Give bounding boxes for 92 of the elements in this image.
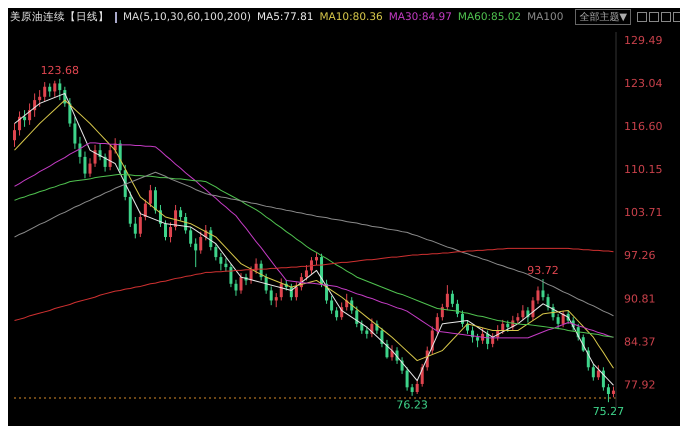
candlestick [501,319,504,334]
text: MA100 [527,11,564,23]
candlestick [546,293,550,311]
candlestick [154,186,157,214]
annotation: 76.23 [396,398,428,412]
candlestick [224,258,228,272]
candlestick [134,216,137,239]
candlestick [596,364,600,380]
y-tick-label: 97.26 [624,249,656,262]
candlestick [380,327,384,348]
chart-title: 美原油连续【日线】 [10,10,109,24]
candlestick [446,284,449,311]
candlestick [53,80,56,98]
candlestick [304,264,308,281]
candlestick [254,258,258,274]
candlestick [450,290,454,308]
y-tick-label: 84.37 [624,335,656,348]
candlestick [335,306,338,322]
text: MA10:80.36 [320,11,383,23]
candlestick [88,158,92,178]
candlestick [531,296,534,322]
candlestick [234,279,238,296]
candlestick [98,143,102,161]
candlestick [410,383,414,396]
candlestick [23,110,26,128]
candlestick [219,252,222,271]
candlestick [229,263,232,288]
candlestick [94,144,97,168]
candlestick [365,326,368,340]
candlestick [270,286,273,306]
candlestick [43,82,46,102]
candlestick [355,306,358,328]
candlestick [521,304,524,322]
candlestick [602,366,605,392]
candlestick [73,116,76,150]
candlestick [83,151,86,179]
candlestick [406,366,409,392]
candlestick [38,90,42,108]
candlestick [240,272,242,294]
candlestick [280,278,283,301]
candlestick [416,379,419,394]
candlestick [542,278,544,301]
candlestick [189,226,192,248]
y-tick-label: 123.04 [624,77,662,90]
candlestick [294,282,298,301]
candlestick [476,333,480,348]
candlestick [460,310,464,328]
candlestick [330,295,334,314]
text: MA5:77.81 [256,11,314,23]
candlestick [214,243,218,261]
candlestick [440,303,444,322]
candlestick [164,220,167,241]
candlestick [516,312,520,324]
candlestick [144,199,147,221]
annotation: 123.68 [40,64,80,77]
candlestick [13,122,16,148]
line-series [14,248,614,322]
text: MA60:85.02 [458,11,522,23]
candlestick [194,238,198,268]
candlestick [199,231,202,254]
y-tick-label: 129.49 [624,34,662,47]
candlestick [169,222,172,243]
text: MA30:84.97 [388,11,452,23]
y-tick-label: 77.92 [624,378,656,392]
candlestick [179,206,182,221]
y-tick-label: 110.15 [624,163,662,176]
y-tick-label: 90.81 [624,292,656,306]
y-tick-label: 103.71 [624,206,662,220]
candlestick [506,320,510,332]
candlestick [592,363,595,382]
candlestick [315,252,318,266]
candlestick [606,383,610,403]
candlestick [138,211,142,238]
annotation: 75.27 [592,405,624,418]
candlestick [556,313,560,330]
candlestick [250,266,253,284]
candlestick [264,273,268,294]
candlestick [108,144,112,171]
text: 全部主题▼ [575,9,632,25]
text: MA(5,10,30,60,100,200) [123,11,251,23]
candlestick [274,292,278,308]
candlestick [58,78,62,101]
candlestick [536,286,540,304]
candlestick [586,346,590,372]
candlestick [612,386,615,398]
candlestick [436,312,439,334]
candlestick [310,256,313,274]
candlestick [48,82,52,98]
candlestick [78,136,82,164]
candlestick [148,184,152,208]
annotation: 93.72 [527,264,559,277]
y-tick-label: 116.60 [624,120,662,134]
